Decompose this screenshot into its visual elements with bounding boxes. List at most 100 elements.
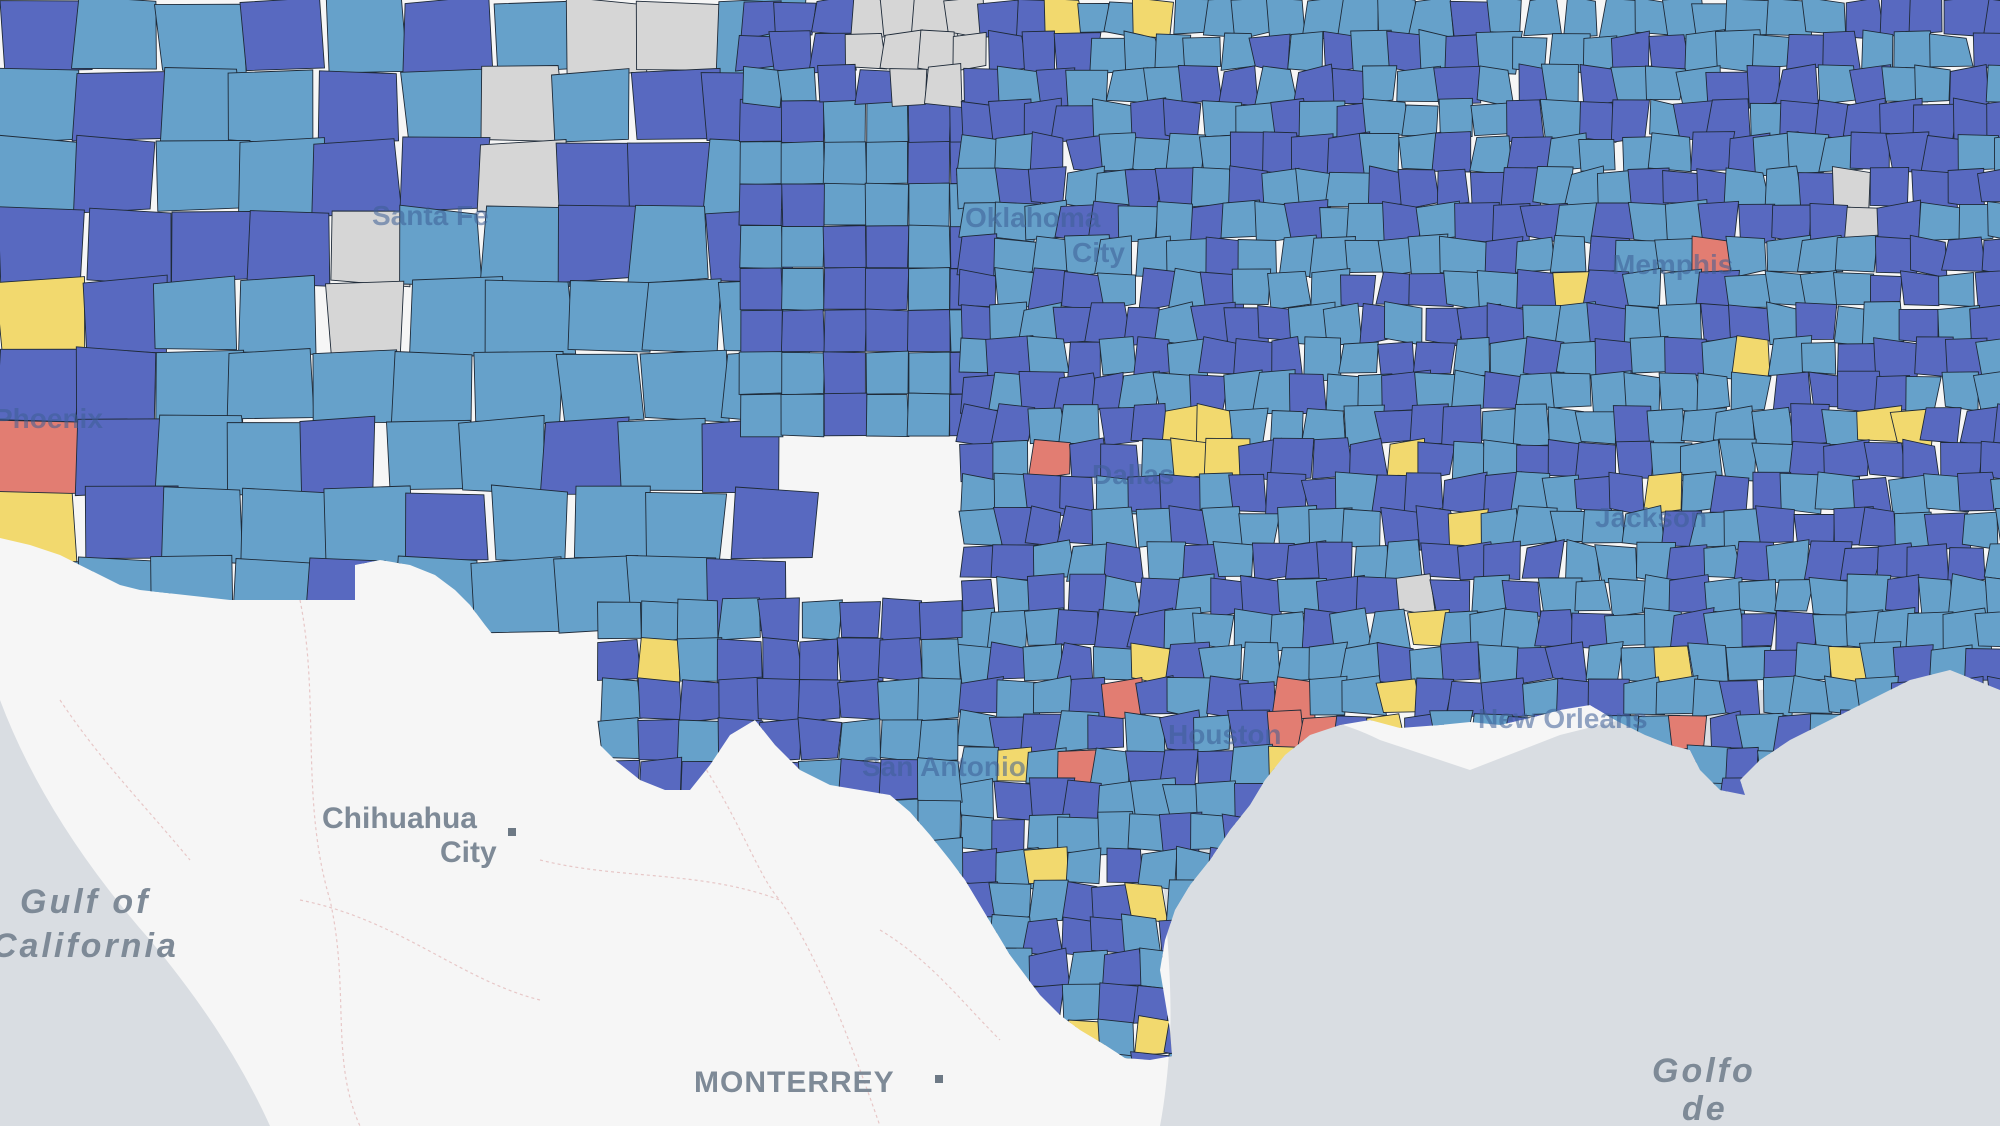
county-shape[interactable] (1765, 539, 1810, 585)
county-shape[interactable] (738, 351, 783, 395)
county-shape[interactable] (1375, 678, 1422, 713)
county-shape[interactable] (0, 67, 81, 145)
county-shape[interactable] (1023, 846, 1069, 885)
county-shape[interactable] (810, 0, 856, 36)
county-shape[interactable] (1022, 643, 1063, 682)
county-shape[interactable] (1251, 369, 1296, 415)
county-shape[interactable] (600, 677, 643, 723)
county-shape[interactable] (1885, 574, 1920, 614)
county-shape[interactable] (1287, 31, 1324, 73)
county-shape[interactable] (1024, 505, 1062, 547)
county-shape[interactable] (1477, 644, 1519, 685)
county-shape[interactable] (958, 268, 997, 308)
county-shape[interactable] (1483, 540, 1521, 581)
county-shape[interactable] (780, 309, 826, 353)
county-shape[interactable] (155, 349, 245, 424)
county-shape[interactable] (1096, 272, 1136, 311)
county-shape[interactable] (565, 0, 648, 77)
county-shape[interactable] (0, 134, 84, 213)
county-shape[interactable] (676, 637, 723, 682)
county-shape[interactable] (1607, 578, 1648, 618)
county-shape[interactable] (470, 556, 563, 634)
county-shape[interactable] (539, 416, 630, 495)
county-shape[interactable] (906, 392, 951, 437)
county-shape[interactable] (1914, 64, 1951, 103)
county-shape[interactable] (717, 597, 761, 641)
county-shape[interactable] (1796, 234, 1844, 273)
county-shape[interactable] (0, 0, 93, 72)
county-shape[interactable] (1709, 474, 1750, 515)
county-shape[interactable] (1316, 541, 1353, 584)
county-shape[interactable] (988, 29, 1028, 73)
county-shape[interactable] (1863, 441, 1906, 479)
county-shape[interactable] (1574, 411, 1616, 445)
county-shape[interactable] (864, 182, 909, 227)
county-shape[interactable] (865, 350, 909, 395)
county-shape[interactable] (555, 353, 645, 425)
county-shape[interactable] (739, 267, 784, 311)
county-shape[interactable] (823, 182, 868, 226)
county-shape[interactable] (1197, 750, 1235, 785)
county-shape[interactable] (1751, 406, 1796, 449)
county-shape[interactable] (1193, 714, 1231, 754)
county-shape[interactable] (153, 3, 247, 76)
county-shape[interactable] (1703, 608, 1747, 651)
county-shape[interactable] (1627, 201, 1671, 245)
county-shape[interactable] (299, 415, 376, 498)
county-shape[interactable] (739, 141, 783, 186)
county-shape[interactable] (924, 62, 963, 108)
county-shape[interactable] (1979, 440, 2000, 481)
county-shape[interactable] (1106, 847, 1143, 884)
county-shape[interactable] (1646, 408, 1685, 444)
county-shape[interactable] (1629, 335, 1669, 374)
county-shape[interactable] (573, 485, 651, 561)
county-shape[interactable] (1433, 65, 1482, 105)
county-shape[interactable] (1788, 675, 1833, 714)
county-shape[interactable] (1929, 33, 1974, 68)
county-shape[interactable] (1124, 711, 1166, 754)
county-shape[interactable] (907, 309, 951, 353)
county-shape[interactable] (1610, 99, 1651, 143)
county-shape[interactable] (390, 351, 473, 427)
county-shape[interactable] (238, 274, 317, 355)
county-shape[interactable] (1212, 541, 1254, 577)
county-shape[interactable] (822, 225, 867, 269)
county-shape[interactable] (1697, 200, 1740, 243)
county-shape[interactable] (918, 600, 963, 641)
county-shape[interactable] (1620, 646, 1660, 683)
county-shape[interactable] (1133, 336, 1173, 376)
county-shape[interactable] (1065, 847, 1102, 885)
county-shape[interactable] (1786, 131, 1830, 175)
county-shape[interactable] (1647, 132, 1692, 173)
county-shape[interactable] (1941, 236, 1987, 272)
county-shape[interactable] (742, 65, 784, 109)
county-shape[interactable] (161, 486, 244, 564)
county-shape[interactable] (1338, 341, 1379, 374)
county-shape[interactable] (1506, 99, 1545, 143)
county-shape[interactable] (880, 597, 923, 643)
county-shape[interactable] (866, 99, 909, 144)
county-shape[interactable] (640, 600, 684, 644)
county-shape[interactable] (1067, 341, 1101, 380)
county-shape[interactable] (1725, 235, 1767, 279)
county-shape[interactable] (1055, 609, 1099, 646)
county-shape[interactable] (1833, 272, 1875, 306)
county-shape[interactable] (626, 141, 716, 211)
county-shape[interactable] (1666, 544, 1709, 581)
county-shape[interactable] (1984, 576, 2000, 619)
county-shape[interactable] (1919, 407, 1962, 444)
county-shape[interactable] (799, 638, 839, 683)
county-shape[interactable] (637, 677, 683, 721)
county-shape[interactable] (1288, 373, 1327, 415)
county-shape[interactable] (730, 486, 819, 560)
county-shape[interactable] (1182, 36, 1222, 69)
county-shape[interactable] (1130, 403, 1168, 443)
county-shape[interactable] (636, 637, 681, 683)
county-shape[interactable] (1267, 270, 1312, 311)
county-shape[interactable] (1858, 506, 1897, 548)
county-shape[interactable] (1261, 167, 1302, 206)
county-shape[interactable] (1831, 166, 1871, 210)
county-shape[interactable] (1957, 471, 2000, 512)
county-shape[interactable] (1604, 613, 1650, 647)
